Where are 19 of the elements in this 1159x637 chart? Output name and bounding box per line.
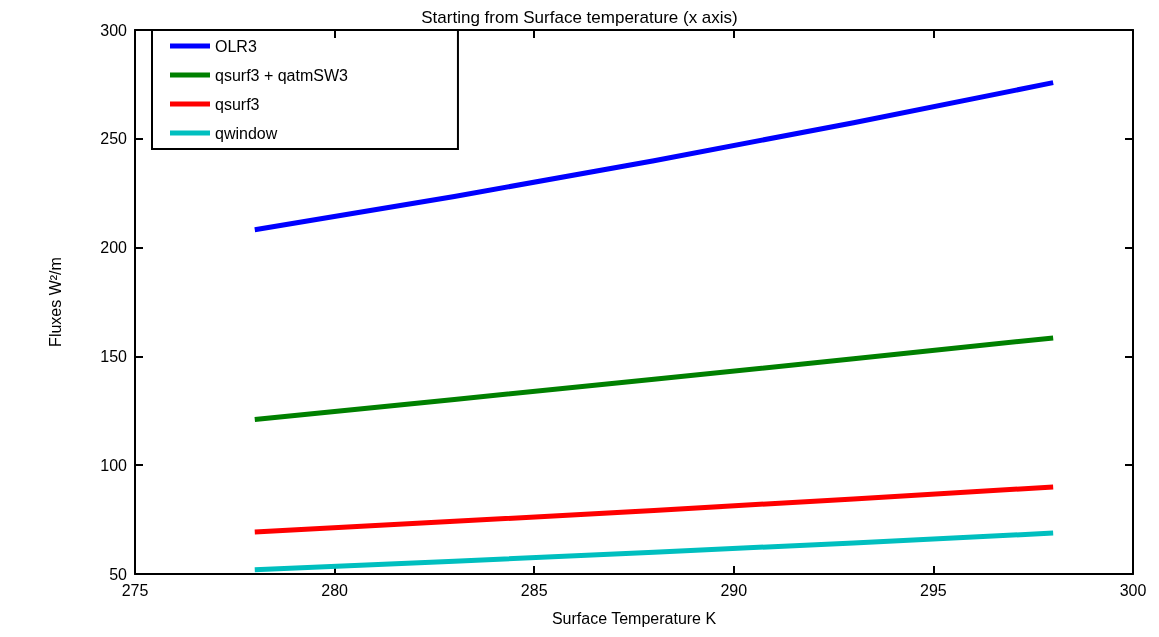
- x-tick-label: 285: [520, 581, 548, 599]
- y-tick-label: 300: [100, 21, 128, 39]
- x-axis-title: Surface Temperature K: [551, 609, 717, 627]
- y-tick-label: 250: [100, 130, 128, 148]
- x-tick-label: 275: [121, 581, 149, 599]
- x-tick-label: 280: [321, 581, 349, 599]
- legend-label: qsurf3 + qatmSW3: [215, 66, 349, 84]
- chart-title: Starting from Surface temperature (x axis): [421, 8, 738, 27]
- legend-label: qsurf3: [215, 95, 260, 113]
- legend-label: qwindow: [215, 124, 278, 142]
- y-tick-label: 100: [100, 456, 128, 474]
- y-axis-title: Fluxes W²/m: [46, 257, 64, 347]
- x-tick-label: 290: [720, 581, 748, 599]
- y-tick-label: 200: [100, 239, 128, 257]
- y-tick-label: 50: [109, 565, 128, 583]
- legend-label: OLR3: [215, 37, 257, 55]
- x-tick-label: 295: [920, 581, 947, 599]
- y-tick-label: 150: [100, 347, 128, 365]
- x-tick-label: 300: [1119, 581, 1147, 599]
